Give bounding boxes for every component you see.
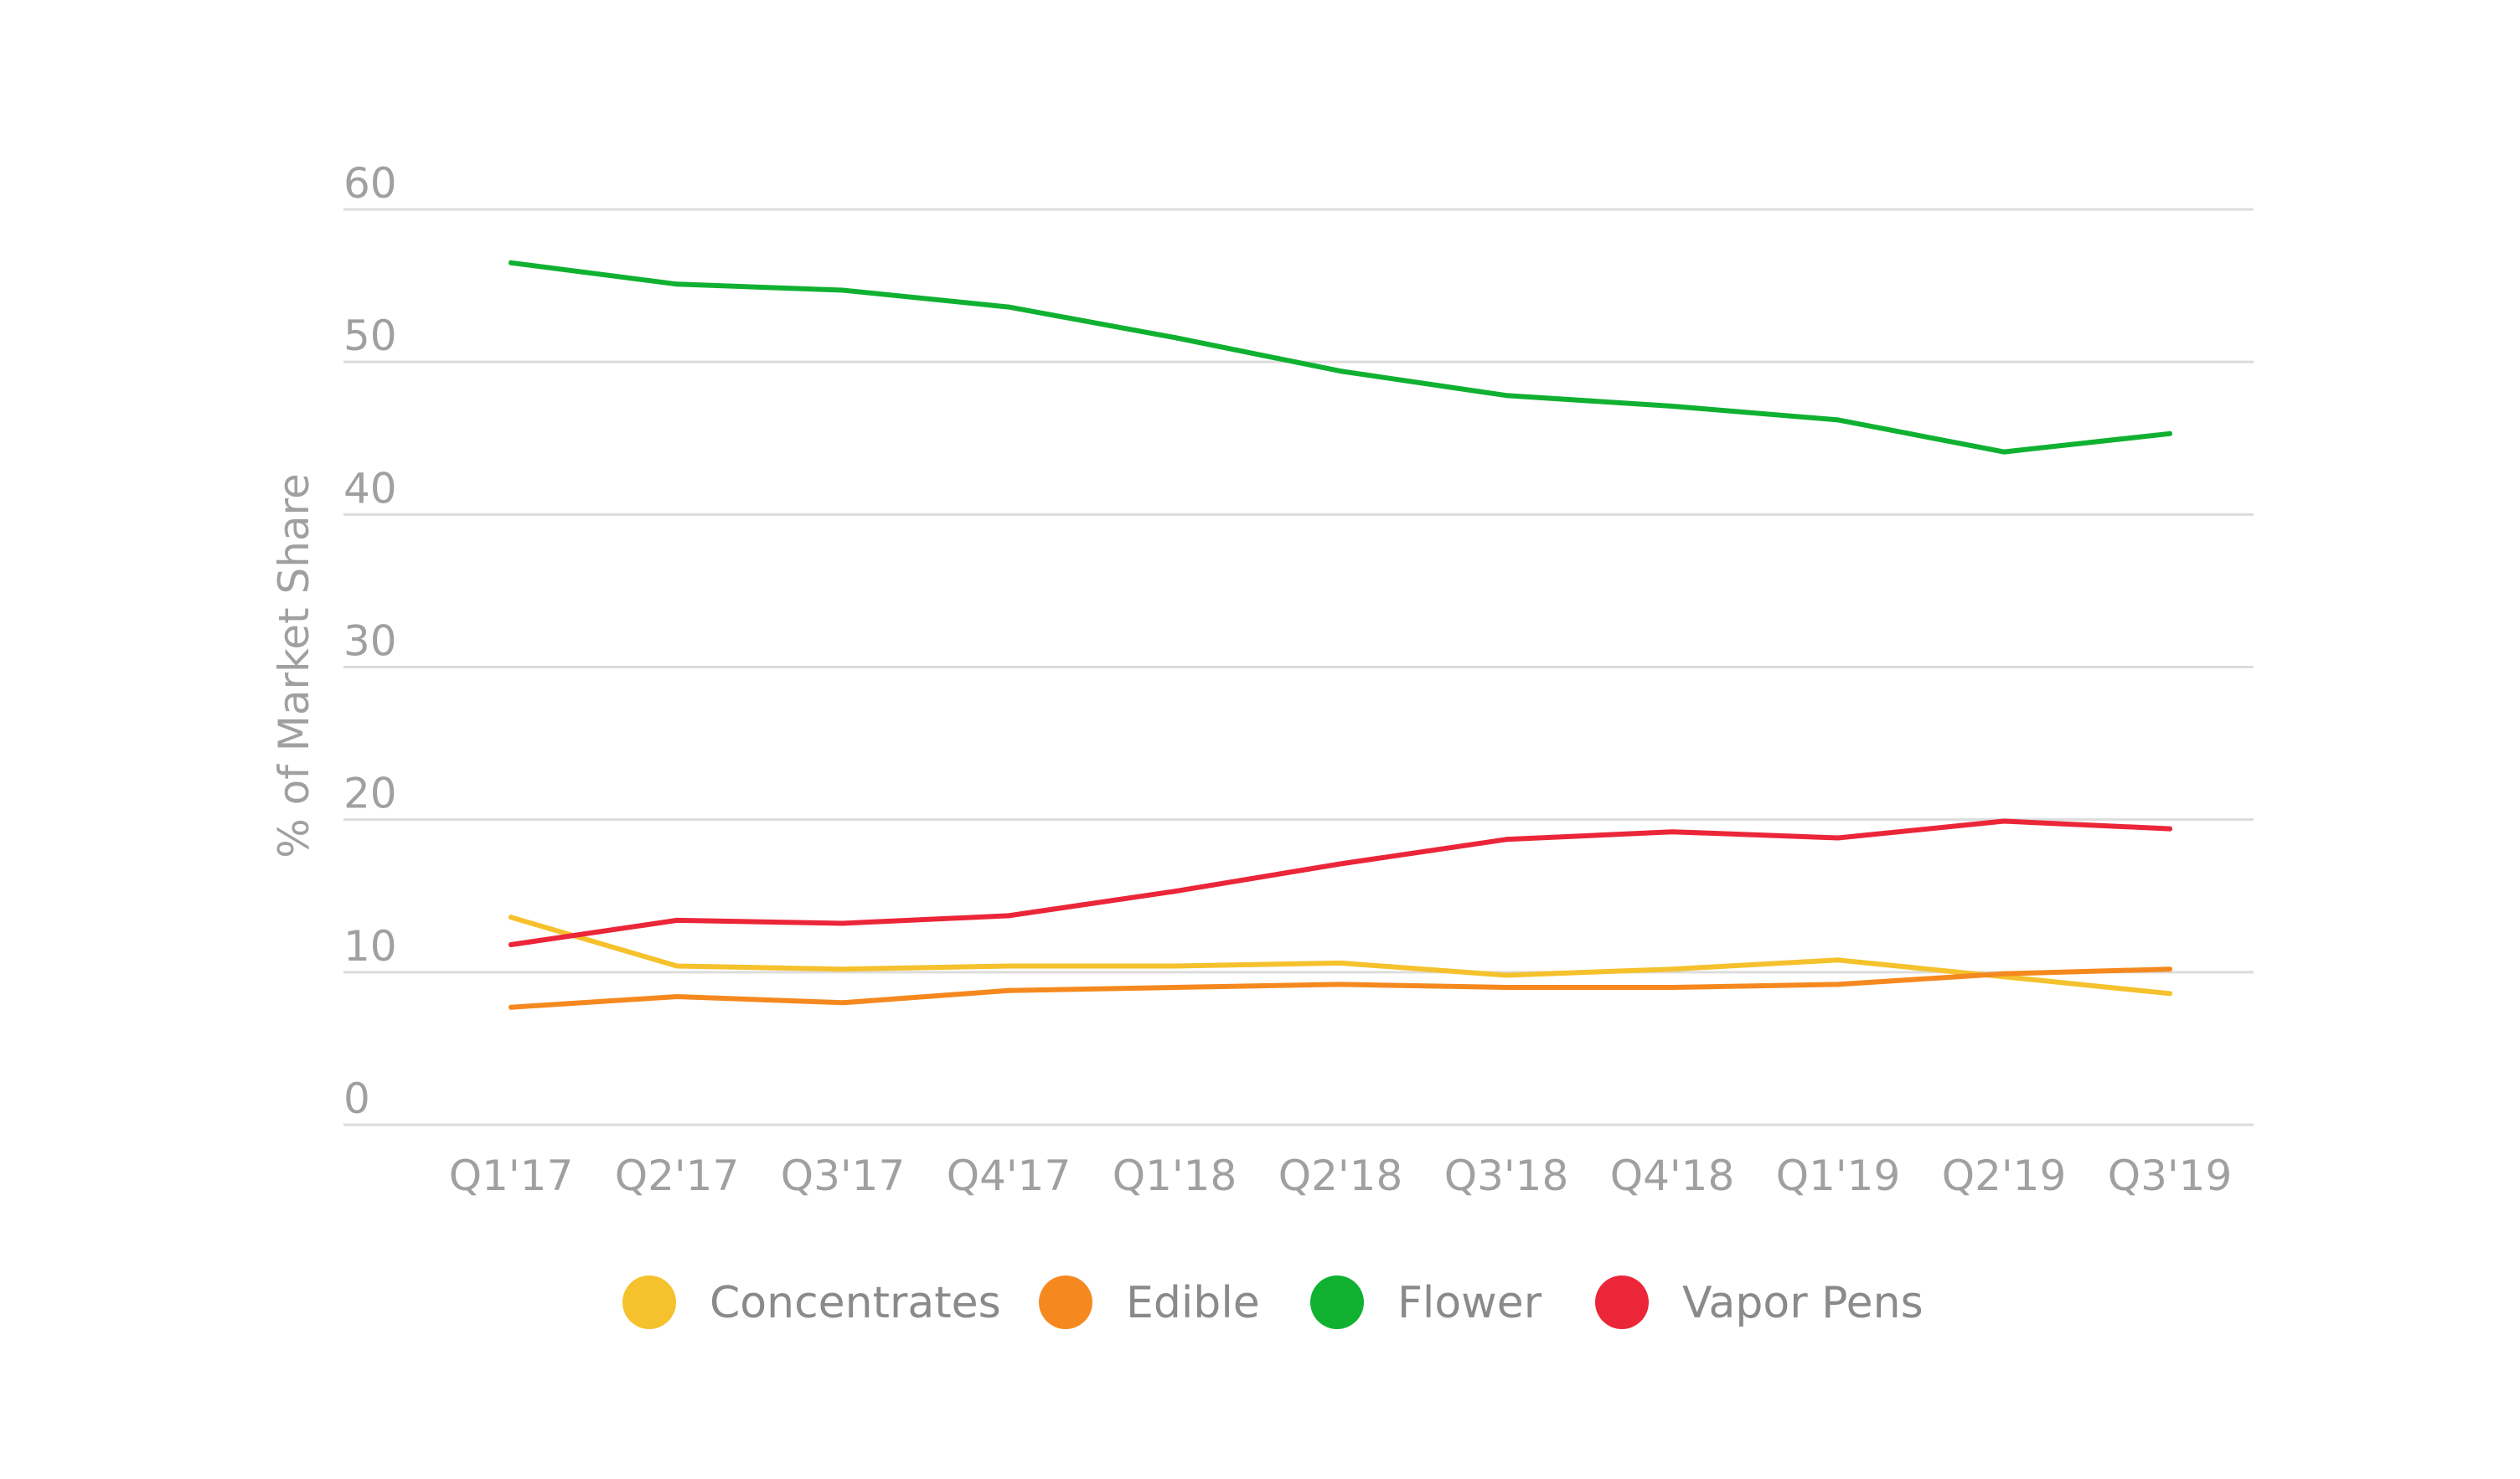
data-point-vapor-pens	[1006, 913, 1011, 919]
legend-marker-edible	[1039, 1275, 1092, 1329]
legend-item-vapor-pens: Vapor Pens	[1595, 1275, 1924, 1329]
data-point-edible	[2167, 966, 2172, 972]
legend-label-flower: Flower	[1397, 1278, 1542, 1328]
data-point-edible	[2001, 971, 2006, 977]
data-point-flower	[840, 287, 845, 293]
x-axis-ticks: Q1'17 Q2'17 Q3'17 Q4'17 Q1'18 Q2'18 Q3'18 Q4'18…	[449, 1152, 2233, 1200]
data-point-flower	[1836, 417, 1841, 423]
data-point-edible	[674, 993, 679, 999]
data-point-edible	[840, 1000, 845, 1006]
series-vapor-pens	[509, 818, 2172, 948]
x-tick-label: Q4'18	[1610, 1152, 1735, 1200]
x-tick-label: Q3'18	[1444, 1152, 1569, 1200]
data-point-concentrates	[1504, 972, 1509, 978]
legend-label-edible: Edible	[1126, 1278, 1260, 1328]
data-point-flower	[2001, 449, 2006, 455]
data-point-flower	[1172, 335, 1177, 341]
series-lines	[509, 260, 2172, 1010]
x-tick-label: Q2'17	[615, 1152, 740, 1200]
data-point-edible	[1338, 982, 1343, 987]
data-point-vapor-pens	[509, 942, 514, 948]
legend-item-edible: Edible	[1039, 1275, 1260, 1329]
data-point-flower	[1006, 304, 1011, 310]
legend: Concentrates Edible Flower Vapor Pens	[622, 1275, 1924, 1329]
series-concentrates	[509, 915, 2172, 997]
data-point-concentrates	[1338, 960, 1343, 966]
series-line-vapor-pens	[509, 818, 2172, 947]
x-tick-label: Q2'18	[1278, 1152, 1403, 1200]
data-point-flower	[2167, 430, 2172, 436]
x-tick-label: Q3'19	[2108, 1152, 2233, 1200]
data-point-vapor-pens	[2001, 818, 2006, 824]
legend-label-vapor-pens: Vapor Pens	[1682, 1278, 1924, 1328]
y-tick-label: 30	[343, 617, 397, 666]
data-point-concentrates	[1006, 963, 1011, 969]
legend-item-flower: Flower	[1310, 1275, 1542, 1329]
x-tick-label: Q1'17	[449, 1152, 574, 1200]
data-point-vapor-pens	[1338, 861, 1343, 867]
data-point-edible	[1172, 985, 1177, 991]
legend-marker-concentrates	[622, 1275, 676, 1329]
series-line-edible	[509, 966, 2172, 1010]
data-point-concentrates	[840, 966, 845, 972]
data-point-vapor-pens	[1172, 889, 1177, 894]
y-axis-title: % of Market Share	[270, 473, 318, 858]
data-point-vapor-pens	[1836, 835, 1841, 841]
data-point-edible	[1006, 987, 1011, 993]
data-point-concentrates	[509, 915, 514, 920]
y-tick-label: 20	[343, 770, 397, 818]
data-point-vapor-pens	[1504, 837, 1509, 843]
y-tick-label: 10	[343, 922, 397, 971]
data-point-edible	[1670, 985, 1675, 991]
legend-marker-vapor-pens	[1595, 1275, 1649, 1329]
legend-label-concentrates: Concentrates	[710, 1278, 1001, 1328]
data-point-concentrates	[2167, 991, 2172, 997]
legend-item-concentrates: Concentrates	[622, 1275, 1001, 1329]
x-tick-label: Q1'19	[1776, 1152, 1901, 1200]
x-tick-label: Q4'17	[947, 1152, 1072, 1200]
legend-marker-flower	[1310, 1275, 1364, 1329]
data-point-edible	[1836, 982, 1841, 987]
series-flower	[509, 260, 2172, 455]
x-tick-label: Q3'17	[781, 1152, 906, 1200]
y-axis-ticks: 0 10 20 30 40 50 60	[343, 159, 397, 1123]
data-point-flower	[1338, 368, 1343, 374]
data-point-concentrates	[674, 963, 679, 969]
data-point-flower	[674, 281, 679, 287]
data-point-vapor-pens	[840, 920, 845, 926]
data-point-flower	[509, 260, 514, 265]
data-point-edible	[509, 1004, 514, 1010]
data-point-vapor-pens	[1670, 829, 1675, 835]
data-point-vapor-pens	[674, 917, 679, 923]
x-tick-label: Q1'18	[1113, 1152, 1237, 1200]
y-tick-label: 0	[343, 1074, 370, 1123]
data-point-concentrates	[1670, 966, 1675, 972]
y-tick-label: 50	[343, 312, 397, 360]
series-line-flower	[509, 260, 2172, 455]
y-tick-label: 60	[343, 159, 397, 208]
data-point-flower	[1670, 403, 1675, 409]
y-tick-label: 40	[343, 464, 397, 513]
data-point-edible	[1504, 985, 1509, 991]
data-point-vapor-pens	[2167, 826, 2172, 832]
data-point-concentrates	[1172, 963, 1177, 969]
data-point-concentrates	[1836, 957, 1841, 963]
series-edible	[509, 966, 2172, 1010]
data-point-flower	[1504, 393, 1509, 399]
x-tick-label: Q2'19	[1942, 1152, 2067, 1200]
